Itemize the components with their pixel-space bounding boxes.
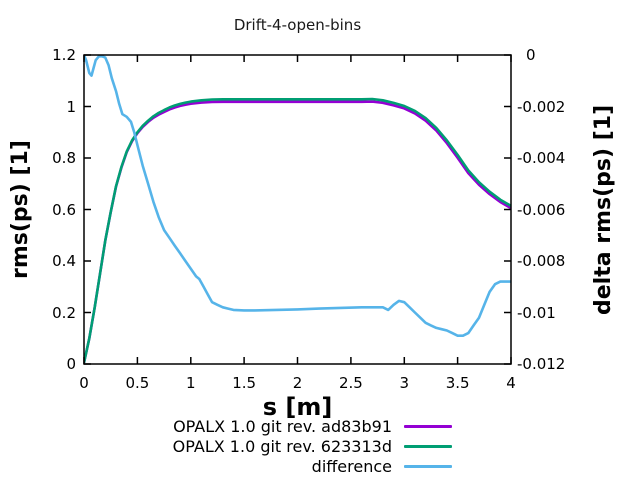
x-tick-label: 0.5 xyxy=(125,374,150,392)
x-tick-label: 1 xyxy=(185,374,196,392)
legend: OPALX 1.0 git rev. ad83b91 OPALX 1.0 git… xyxy=(0,416,452,476)
axis-ticks xyxy=(83,54,512,365)
x-tick-label: 3.5 xyxy=(445,374,470,392)
x-tick-label: 0 xyxy=(79,374,89,392)
x-tick-label: 4 xyxy=(506,374,516,392)
y-tick-label-right: -0.006 xyxy=(517,200,566,219)
legend-label-623313d: OPALX 1.0 git rev. 623313d xyxy=(172,436,392,456)
y-tick-label-right: -0.008 xyxy=(517,252,566,270)
x-tick-label: 3 xyxy=(399,374,410,392)
x-tick-label: 2.5 xyxy=(338,374,363,392)
legend-line-sample-623313d xyxy=(404,444,452,448)
y-tick-label-right: 0 xyxy=(526,46,536,64)
chart-title: Drift-4-open-bins xyxy=(233,16,362,34)
series-line-1 xyxy=(84,97,511,363)
x-axis-label: s [m] xyxy=(262,393,333,421)
y-tick-label-left: 0.2 xyxy=(52,303,76,322)
y-tick-label-right: -0.012 xyxy=(517,355,566,373)
y-tick-label-right: -0.01 xyxy=(517,303,556,322)
x-tick-label: 1.5 xyxy=(232,374,257,392)
legend-row: difference xyxy=(0,456,452,476)
legend-row: OPALX 1.0 git rev. ad83b91 xyxy=(0,416,452,436)
y-tick-label-left: 1 xyxy=(66,97,76,116)
y-tick-label-left: 1.2 xyxy=(52,46,76,64)
y-tick-label-left: 0.4 xyxy=(52,252,76,270)
y-tick-label-left: 0.8 xyxy=(52,149,76,167)
y-tick-label-right: -0.002 xyxy=(517,97,566,116)
x-tick-label: 2 xyxy=(292,374,303,392)
y-tick-label-left: 0.6 xyxy=(52,200,76,219)
legend-label-difference: difference xyxy=(311,456,392,476)
legend-label-ad83b91: OPALX 1.0 git rev. ad83b91 xyxy=(173,416,392,436)
y-tick-label-left: 0 xyxy=(66,355,76,373)
legend-line-sample-ad83b91 xyxy=(404,424,452,428)
legend-line-sample-difference xyxy=(404,464,452,468)
legend-row: OPALX 1.0 git rev. 623313d xyxy=(0,436,452,456)
y-tick-label-right: -0.004 xyxy=(517,149,566,167)
series-line-2 xyxy=(84,55,511,338)
right-axis-label: delta rms(ps) [1] xyxy=(591,104,616,316)
